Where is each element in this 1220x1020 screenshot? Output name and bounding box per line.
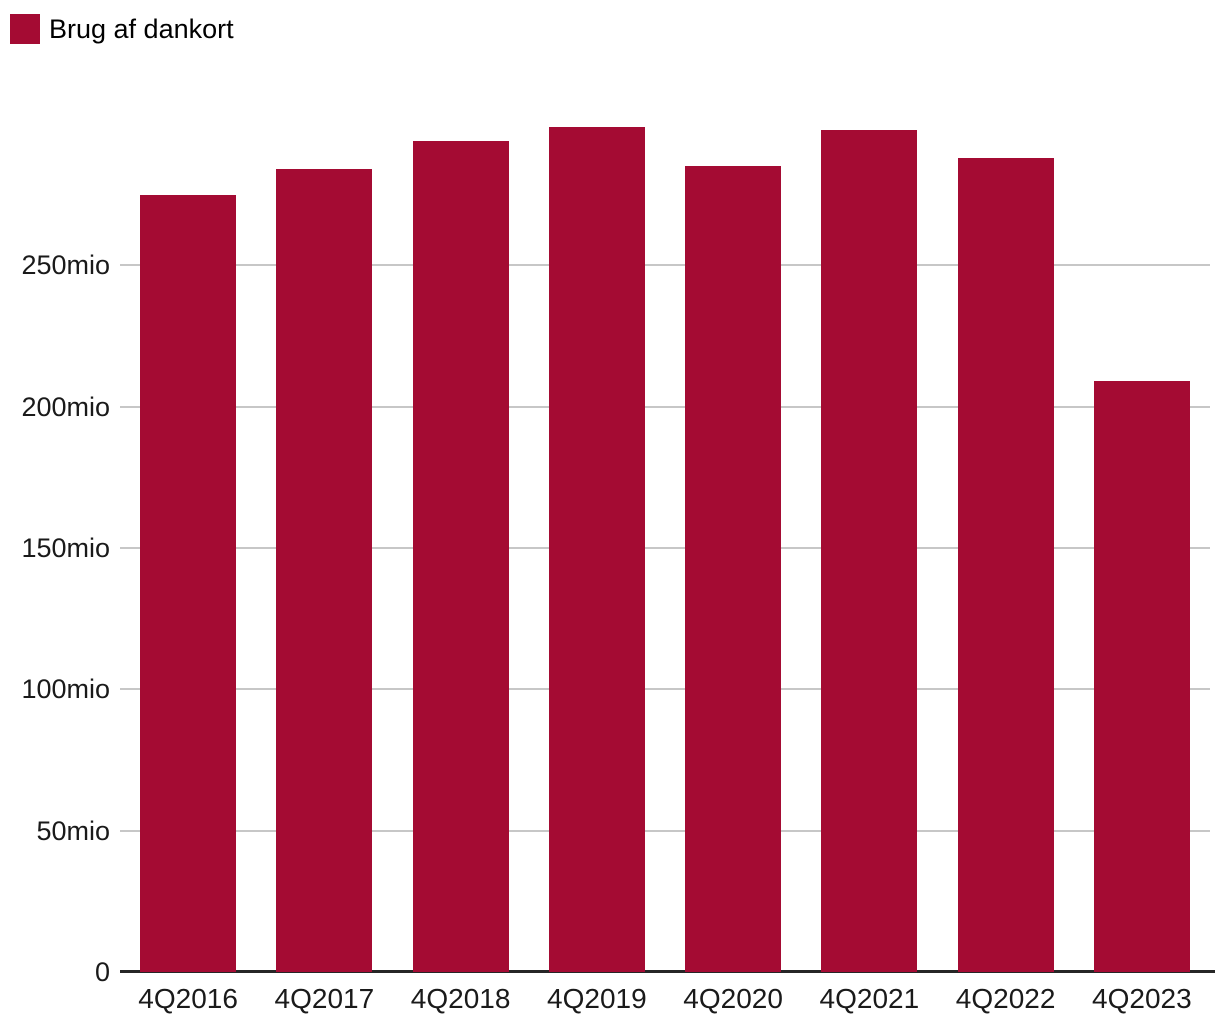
x-tick-label-4Q2016: 4Q2016 bbox=[138, 983, 238, 1014]
x-tick-label-4Q2023: 4Q2023 bbox=[1092, 983, 1192, 1014]
gridline-250mio bbox=[120, 264, 1210, 267]
x-tick-label-4Q2017: 4Q2017 bbox=[274, 983, 375, 1014]
gridline-150mio bbox=[120, 547, 1210, 550]
x-tick-label-4Q2020: 4Q2020 bbox=[683, 983, 783, 1014]
y-tick-label-0: 0 bbox=[94, 957, 110, 987]
x-tick-label-4Q2019: 4Q2019 bbox=[547, 983, 647, 1014]
y-tick-label-50mio: 50mio bbox=[36, 815, 110, 846]
bar-4Q2022 bbox=[957, 157, 1054, 972]
legend-label: Brug af dankort bbox=[49, 14, 234, 44]
x-tick-label-4Q2022: 4Q2022 bbox=[955, 983, 1056, 1014]
gridline-50mio bbox=[120, 829, 1210, 832]
bar-4Q2017 bbox=[276, 169, 373, 972]
y-tick-label-200mio: 200mio bbox=[21, 391, 110, 422]
x-tick-label-4Q2018: 4Q2018 bbox=[410, 983, 511, 1014]
gridline-100mio bbox=[120, 688, 1210, 691]
bar-4Q2020 bbox=[685, 166, 781, 972]
bar-4Q2018 bbox=[412, 141, 509, 972]
legend-swatch bbox=[10, 14, 40, 44]
bar-4Q2019 bbox=[548, 126, 645, 972]
bar-4Q2023 bbox=[1093, 381, 1190, 972]
y-tick-label-100mio: 100mio bbox=[21, 674, 110, 705]
x-axis-line bbox=[120, 970, 1215, 973]
y-tick-label-250mio: 250mio bbox=[21, 250, 110, 281]
gridline-200mio bbox=[120, 405, 1210, 408]
bar-4Q2016 bbox=[140, 194, 236, 972]
legend: Brug af dankort bbox=[10, 14, 234, 44]
y-tick-label-150mio: 150mio bbox=[21, 533, 110, 564]
bar-4Q2021 bbox=[821, 129, 918, 972]
x-tick-label-4Q2021: 4Q2021 bbox=[819, 983, 920, 1014]
